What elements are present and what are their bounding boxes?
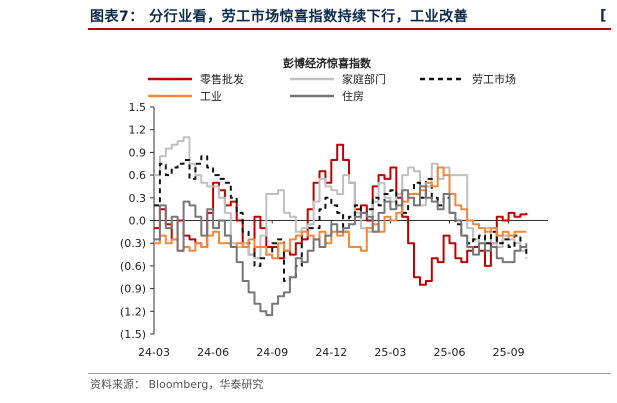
y-tick-label: (1.2): [120, 305, 146, 318]
x-tick-label: 24-09: [256, 346, 288, 359]
y-tick-label: 0.3: [129, 192, 147, 205]
series-line-4: [154, 185, 528, 317]
y-tick-label: 0.0: [129, 215, 147, 228]
series-line-0: [154, 143, 528, 286]
x-tick-label: 24-12: [315, 346, 347, 359]
source-rule: [88, 373, 611, 374]
x-tick-label: 24-03: [138, 346, 170, 359]
y-tick-label: (0.6): [120, 260, 146, 273]
x-tick-label: 25-06: [434, 346, 466, 359]
chart-axes: 1.5 1.2 0.9 0.6 0.3 0.0 (0.3) (0.6) (0.9) (1.2) (1…: [120, 101, 548, 359]
series-line-1: [154, 136, 528, 260]
chart-title: 彭博经济惊喜指数: [283, 56, 372, 70]
x-tick-label: 25-03: [374, 346, 406, 359]
series-line-2: [154, 155, 528, 282]
corner-mark: [: [600, 8, 607, 24]
y-tick-label: (0.3): [120, 237, 146, 250]
x-tick-label: 24-06: [197, 346, 229, 359]
y-tick-label: 0.9: [129, 146, 147, 159]
y-tick-label: (1.5): [120, 328, 146, 341]
legend-label-4: 住房: [342, 89, 364, 103]
legend-label-3: 工业: [200, 90, 222, 103]
y-tick-label: (0.9): [120, 283, 146, 296]
title-rule: [88, 28, 611, 30]
y-tick-label: 1.2: [129, 124, 147, 137]
legend-label-2: 劳工市场: [472, 72, 516, 86]
legend-label-1: 家庭部门: [342, 72, 386, 86]
y-tick-label: 0.6: [129, 169, 147, 182]
series-line-3: [154, 166, 527, 260]
chart-series-layer: [154, 136, 528, 317]
x-tick-label: 25-09: [493, 346, 525, 359]
legend-label-0: 零售批发: [200, 72, 244, 86]
figure-title: 图表7： 分行业看，劳工市场惊喜指数持续下行，工业改善: [90, 9, 469, 25]
source-note: 资料来源： Bloomberg，华泰研究: [90, 378, 264, 391]
y-tick-label: 1.5: [129, 101, 147, 114]
